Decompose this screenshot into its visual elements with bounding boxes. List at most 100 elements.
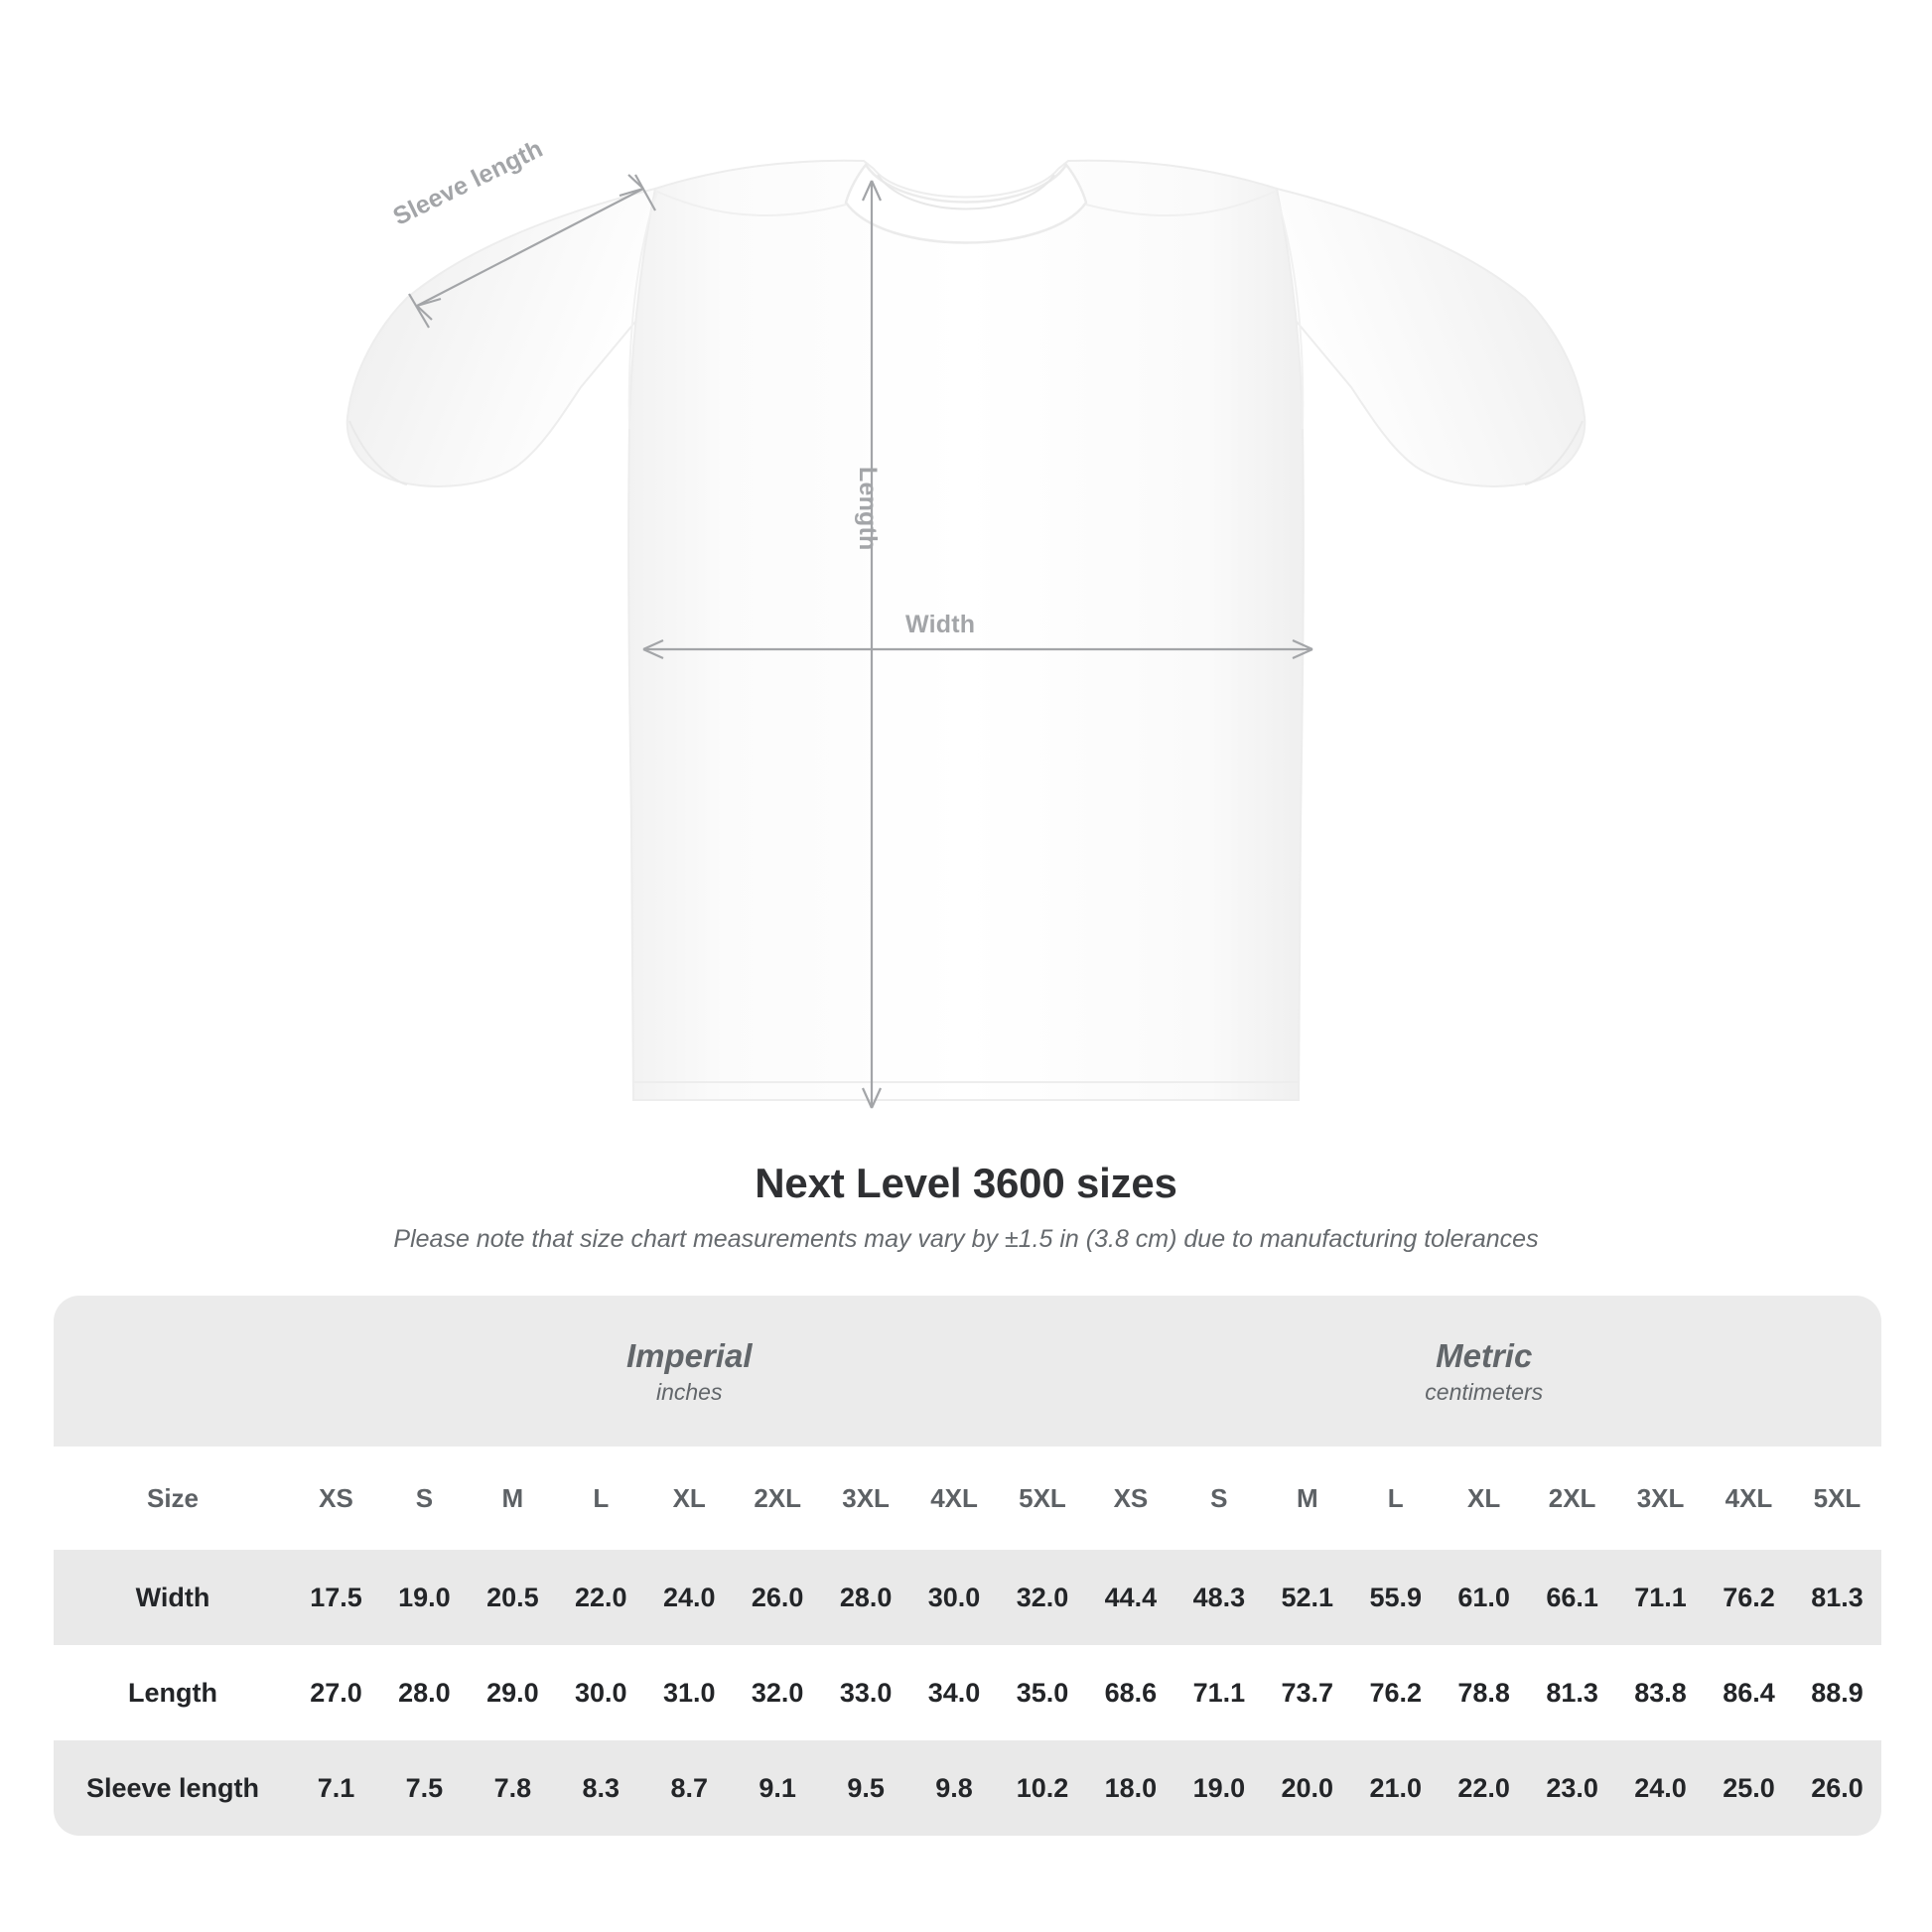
cell-length-imperial-l: 30.0 [556, 1645, 645, 1740]
sleeve-dimension-line [416, 188, 644, 307]
row-label-sleeve-length: Sleeve length [54, 1740, 292, 1836]
size-header-imperial-2xl: 2XL [733, 1447, 822, 1550]
size-header-imperial-4xl: 4XL [909, 1447, 999, 1550]
size-header-imperial-xs: XS [292, 1447, 380, 1550]
cell-width-imperial-m: 20.5 [468, 1550, 557, 1645]
cell-length-imperial-m: 29.0 [468, 1645, 557, 1740]
garment-diagram: Sleeve length Length Width [345, 135, 1587, 1109]
cell-length-imperial-5xl: 35.0 [998, 1645, 1087, 1740]
cell-width-imperial-2xl: 26.0 [733, 1550, 822, 1645]
cell-length-metric-xl: 78.8 [1440, 1645, 1529, 1740]
cell-sleeve-length-metric-4xl: 25.0 [1705, 1740, 1793, 1836]
page-title: Next Level 3600 sizes [755, 1160, 1177, 1206]
cell-sleeve-length-metric-5xl: 26.0 [1792, 1740, 1881, 1836]
size-header-metric-xs: XS [1086, 1447, 1175, 1550]
cell-width-metric-xl: 61.0 [1440, 1550, 1529, 1645]
unit-name: Metric [1436, 1337, 1533, 1375]
cell-sleeve-length-metric-m: 20.0 [1263, 1740, 1352, 1836]
size-header-imperial-s: S [379, 1447, 469, 1550]
cell-length-metric-m: 73.7 [1263, 1645, 1352, 1740]
cell-width-metric-4xl: 76.2 [1705, 1550, 1793, 1645]
size-header-metric-5xl: 5XL [1792, 1447, 1881, 1550]
length-dimension-label: Length [854, 467, 882, 551]
cell-width-imperial-l: 22.0 [556, 1550, 645, 1645]
size-header-imperial-3xl: 3XL [821, 1447, 910, 1550]
size-column-header: Size [54, 1447, 292, 1550]
unit-subtitle: inches [655, 1379, 723, 1406]
cell-sleeve-length-metric-3xl: 24.0 [1616, 1740, 1705, 1836]
cell-length-metric-3xl: 83.8 [1616, 1645, 1705, 1740]
cell-length-imperial-xs: 27.0 [292, 1645, 380, 1740]
unit-subtitle: centimeters [1425, 1379, 1544, 1406]
cell-length-imperial-2xl: 32.0 [733, 1645, 822, 1740]
unit-name: Imperial [625, 1337, 753, 1375]
cell-sleeve-length-imperial-xl: 8.7 [644, 1740, 734, 1836]
cell-width-imperial-4xl: 30.0 [909, 1550, 999, 1645]
tshirt-illustration [345, 159, 1587, 1109]
cell-length-metric-2xl: 81.3 [1528, 1645, 1617, 1740]
size-header-metric-3xl: 3XL [1616, 1447, 1705, 1550]
cell-length-metric-s: 71.1 [1174, 1645, 1264, 1740]
cell-length-imperial-xl: 31.0 [644, 1645, 734, 1740]
cell-width-imperial-5xl: 32.0 [998, 1550, 1087, 1645]
size-header-imperial-5xl: 5XL [998, 1447, 1087, 1550]
cell-sleeve-length-metric-xl: 22.0 [1440, 1740, 1529, 1836]
unit-banner-row: Imperial inches Metric centimeters [54, 1296, 1881, 1447]
cell-length-metric-4xl: 86.4 [1705, 1645, 1793, 1740]
cell-sleeve-length-metric-s: 19.0 [1174, 1740, 1264, 1836]
size-header-imperial-xl: XL [644, 1447, 734, 1550]
table-row: Sleeve length 7.1 7.5 7.8 8.3 8.7 9.1 9.5 9.8 10.… [54, 1740, 1881, 1836]
cell-length-metric-xs: 68.6 [1086, 1645, 1175, 1740]
cell-sleeve-length-imperial-xs: 7.1 [292, 1740, 380, 1836]
size-header-imperial-m: M [468, 1447, 557, 1550]
cell-sleeve-length-imperial-m: 7.8 [468, 1740, 557, 1836]
unit-header-metric: Metric centimeters [1086, 1296, 1881, 1447]
cell-sleeve-length-imperial-3xl: 9.5 [821, 1740, 910, 1836]
unit-header-imperial: Imperial inches [292, 1296, 1087, 1447]
dimension-lines [408, 174, 1313, 1109]
cell-width-imperial-xs: 17.5 [292, 1550, 380, 1645]
cell-length-imperial-4xl: 34.0 [909, 1645, 999, 1740]
row-label-length: Length [54, 1645, 292, 1740]
cell-sleeve-length-imperial-2xl: 9.1 [733, 1740, 822, 1836]
cell-width-imperial-3xl: 28.0 [821, 1550, 910, 1645]
size-header-metric-s: S [1174, 1447, 1264, 1550]
size-header-row: Size XS S M L XL 2XL 3XL 4XL 5XL XS S M L XL 2XL 3XL 4XL 5… [54, 1447, 1881, 1550]
cell-width-imperial-s: 19.0 [379, 1550, 469, 1645]
cell-width-metric-xs: 44.4 [1086, 1550, 1175, 1645]
table-row: Length 27.0 28.0 29.0 30.0 31.0 32.0 33.0 34.0 35… [54, 1645, 1881, 1740]
cell-length-imperial-3xl: 33.0 [821, 1645, 910, 1740]
cell-length-imperial-s: 28.0 [379, 1645, 469, 1740]
cell-sleeve-length-imperial-l: 8.3 [556, 1740, 645, 1836]
size-header-metric-xl: XL [1440, 1447, 1529, 1550]
cell-sleeve-length-metric-l: 21.0 [1351, 1740, 1441, 1836]
table-corner-cell [54, 1296, 292, 1447]
size-header-metric-4xl: 4XL [1705, 1447, 1793, 1550]
cell-sleeve-length-metric-2xl: 23.0 [1528, 1740, 1617, 1836]
cell-width-imperial-xl: 24.0 [644, 1550, 734, 1645]
size-header-imperial-l: L [556, 1447, 645, 1550]
title-block: Next Level 3600 sizes Please note that s… [0, 1160, 1932, 1254]
cell-width-metric-l: 55.9 [1351, 1550, 1441, 1645]
row-label-width: Width [54, 1550, 292, 1645]
cell-length-metric-5xl: 88.9 [1792, 1645, 1881, 1740]
size-table: Imperial inches Metric centimeters Size XS S M L… [54, 1296, 1881, 1836]
cell-sleeve-length-imperial-s: 7.5 [379, 1740, 469, 1836]
tshirt-body-shape [345, 159, 1587, 1101]
size-table-container: Imperial inches Metric centimeters Size XS S M L… [54, 1296, 1881, 1836]
cell-sleeve-length-metric-xs: 18.0 [1086, 1740, 1175, 1836]
cell-width-metric-m: 52.1 [1263, 1550, 1352, 1645]
size-header-metric-l: L [1351, 1447, 1441, 1550]
cell-length-metric-l: 76.2 [1351, 1645, 1441, 1740]
cell-width-metric-s: 48.3 [1174, 1550, 1264, 1645]
cell-sleeve-length-imperial-5xl: 10.2 [998, 1740, 1087, 1836]
cell-width-metric-3xl: 71.1 [1616, 1550, 1705, 1645]
cell-width-metric-5xl: 81.3 [1792, 1550, 1881, 1645]
size-header-metric-m: M [1263, 1447, 1352, 1550]
size-header-metric-2xl: 2XL [1528, 1447, 1617, 1550]
cell-width-metric-2xl: 66.1 [1528, 1550, 1617, 1645]
table-row: Width 17.5 19.0 20.5 22.0 24.0 26.0 28.0 30.0 32.… [54, 1550, 1881, 1645]
cell-sleeve-length-imperial-4xl: 9.8 [909, 1740, 999, 1836]
width-dimension-label: Width [905, 611, 976, 638]
